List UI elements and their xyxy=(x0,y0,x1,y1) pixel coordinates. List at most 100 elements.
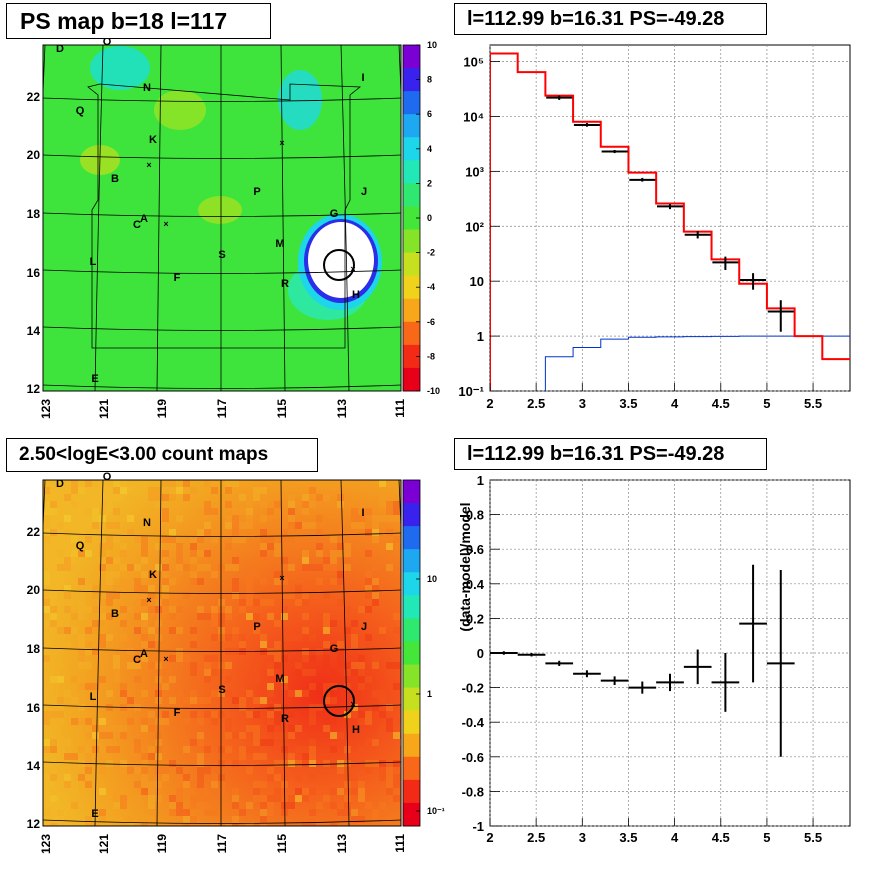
count-map-pixel xyxy=(50,795,57,802)
count-map-pixel xyxy=(127,494,134,501)
count-map-pixel xyxy=(64,753,71,760)
ps-map-grid xyxy=(43,45,401,391)
count-map-pixel xyxy=(295,725,302,732)
count-map-pixel xyxy=(309,823,316,826)
count-map-pixel xyxy=(372,739,379,746)
count-map-pixel xyxy=(351,620,358,627)
count-map-pixel xyxy=(71,627,78,634)
count-map-pixel xyxy=(225,809,232,816)
count-map-pixel xyxy=(148,592,155,599)
count-map-pixel xyxy=(295,522,302,529)
count-map-pixel xyxy=(92,480,99,487)
count-map-pixel xyxy=(106,606,113,613)
count-map-pixel xyxy=(386,543,393,550)
count-map-pixel xyxy=(211,613,218,620)
map-x-tick-label: 111 xyxy=(393,834,407,853)
count-map-pixel xyxy=(155,550,162,557)
count-map-pixel xyxy=(330,536,337,543)
count-map-pixel xyxy=(169,760,176,767)
count-map-pixel xyxy=(162,515,169,522)
count-map-pixel xyxy=(204,550,211,557)
count-map-pixel xyxy=(358,816,365,823)
map-source-cross: × xyxy=(279,573,284,583)
count-map-pixel xyxy=(372,662,379,669)
count-map-pixel xyxy=(274,795,281,802)
count-map-pixel xyxy=(316,613,323,620)
count-map-pixel xyxy=(309,683,316,690)
count-map-pixel xyxy=(337,767,344,774)
count-map-pixel xyxy=(106,599,113,606)
spectrum-model-step xyxy=(490,52,850,391)
count-map-pixel xyxy=(246,578,253,585)
count-map-pixel xyxy=(239,606,246,613)
count-map-pixel xyxy=(43,627,50,634)
count-map-pixel xyxy=(78,592,85,599)
residual-x-tick-label: 4 xyxy=(671,830,679,845)
count-map-pixel xyxy=(365,767,372,774)
count-map-pixel xyxy=(113,501,120,508)
count-map-pixel xyxy=(78,774,85,781)
count-map-pixel xyxy=(288,501,295,508)
residual-y-tick-label: -0.6 xyxy=(462,750,484,765)
count-map-pixel xyxy=(204,522,211,529)
map-grid-parallel xyxy=(43,326,401,331)
count-map-frame xyxy=(42,479,402,827)
count-map-pixel xyxy=(43,536,50,543)
count-map-pixel xyxy=(260,753,267,760)
count-map-pixel xyxy=(71,480,78,487)
count-map-pixel xyxy=(316,564,323,571)
count-map-pixel xyxy=(393,627,400,634)
count-map-pixel xyxy=(141,536,148,543)
count-map-pixel xyxy=(169,494,176,501)
count-map-pixel xyxy=(351,627,358,634)
count-map-pixel xyxy=(50,620,57,627)
count-map-pixel xyxy=(330,802,337,809)
count-map-pixel xyxy=(50,788,57,795)
count-map-pixel xyxy=(57,550,64,557)
map-y-tick-label: 22 xyxy=(27,90,41,104)
count-map-pixel xyxy=(253,788,260,795)
ps-map-features xyxy=(80,46,382,320)
count-map-pixel xyxy=(120,781,127,788)
count-map-pixel xyxy=(99,599,106,606)
count-map-pixel xyxy=(50,501,57,508)
count-map-pixel xyxy=(218,746,225,753)
count-map-pixel xyxy=(57,697,64,704)
count-map-pixel xyxy=(50,746,57,753)
count-map-pixel xyxy=(344,662,351,669)
count-map-pixel xyxy=(134,655,141,662)
count-map-pixel xyxy=(344,683,351,690)
count-map-colorbar: 10 1 10⁻¹ xyxy=(402,479,445,827)
ps-map-labels: × × × × D O N I Q K B J P G AC M L S F R H E xyxy=(56,36,367,385)
count-map-pixel xyxy=(323,795,330,802)
count-map-pixel xyxy=(50,676,57,683)
map-source-label: I xyxy=(361,507,364,519)
count-map-pixel xyxy=(323,550,330,557)
colorbar-segment xyxy=(403,733,420,758)
count-map-pixel xyxy=(337,655,344,662)
count-map-pixel xyxy=(379,634,386,641)
count-map-pixel xyxy=(358,788,365,795)
count-map-pixel xyxy=(309,774,316,781)
count-map-pixel xyxy=(274,788,281,795)
count-map-pixel xyxy=(155,746,162,753)
residual-y-tick-label: -0.4 xyxy=(462,715,485,730)
count-map-pixel xyxy=(141,641,148,648)
residual-y-tick-label: -0.2 xyxy=(462,681,484,696)
count-map-pixel xyxy=(71,487,78,494)
count-map-pixel xyxy=(127,823,134,826)
colorbar-segment xyxy=(403,183,420,207)
count-map-pixel xyxy=(253,627,260,634)
count-map-pixel xyxy=(260,501,267,508)
count-map-pixel xyxy=(141,599,148,606)
count-map-pixel xyxy=(43,697,50,704)
count-map-pixel xyxy=(204,669,211,676)
count-map-pixel xyxy=(393,732,400,739)
colorbar-segment xyxy=(403,687,420,712)
count-map-pixel xyxy=(316,550,323,557)
count-map-pixel xyxy=(330,564,337,571)
count-map-pixel xyxy=(99,536,106,543)
count-map-pixel xyxy=(232,508,239,515)
count-map-pixel xyxy=(176,487,183,494)
count-map-pixel xyxy=(57,704,64,711)
